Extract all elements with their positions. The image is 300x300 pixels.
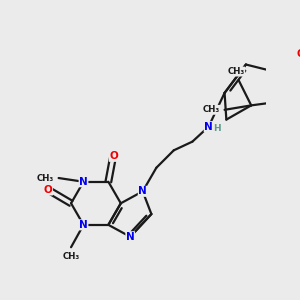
Text: O: O: [297, 49, 300, 59]
Text: N: N: [79, 220, 88, 230]
Text: N: N: [204, 122, 213, 132]
Text: N: N: [138, 186, 147, 197]
Text: CH₃: CH₃: [203, 105, 220, 114]
Text: CH₃: CH₃: [37, 173, 54, 182]
Text: CH₃: CH₃: [62, 252, 80, 261]
Text: CH₃: CH₃: [227, 67, 245, 76]
Text: H: H: [213, 124, 220, 133]
Text: O: O: [109, 152, 118, 161]
Text: O: O: [44, 185, 52, 195]
Text: N: N: [79, 177, 88, 187]
Text: N: N: [126, 232, 135, 242]
